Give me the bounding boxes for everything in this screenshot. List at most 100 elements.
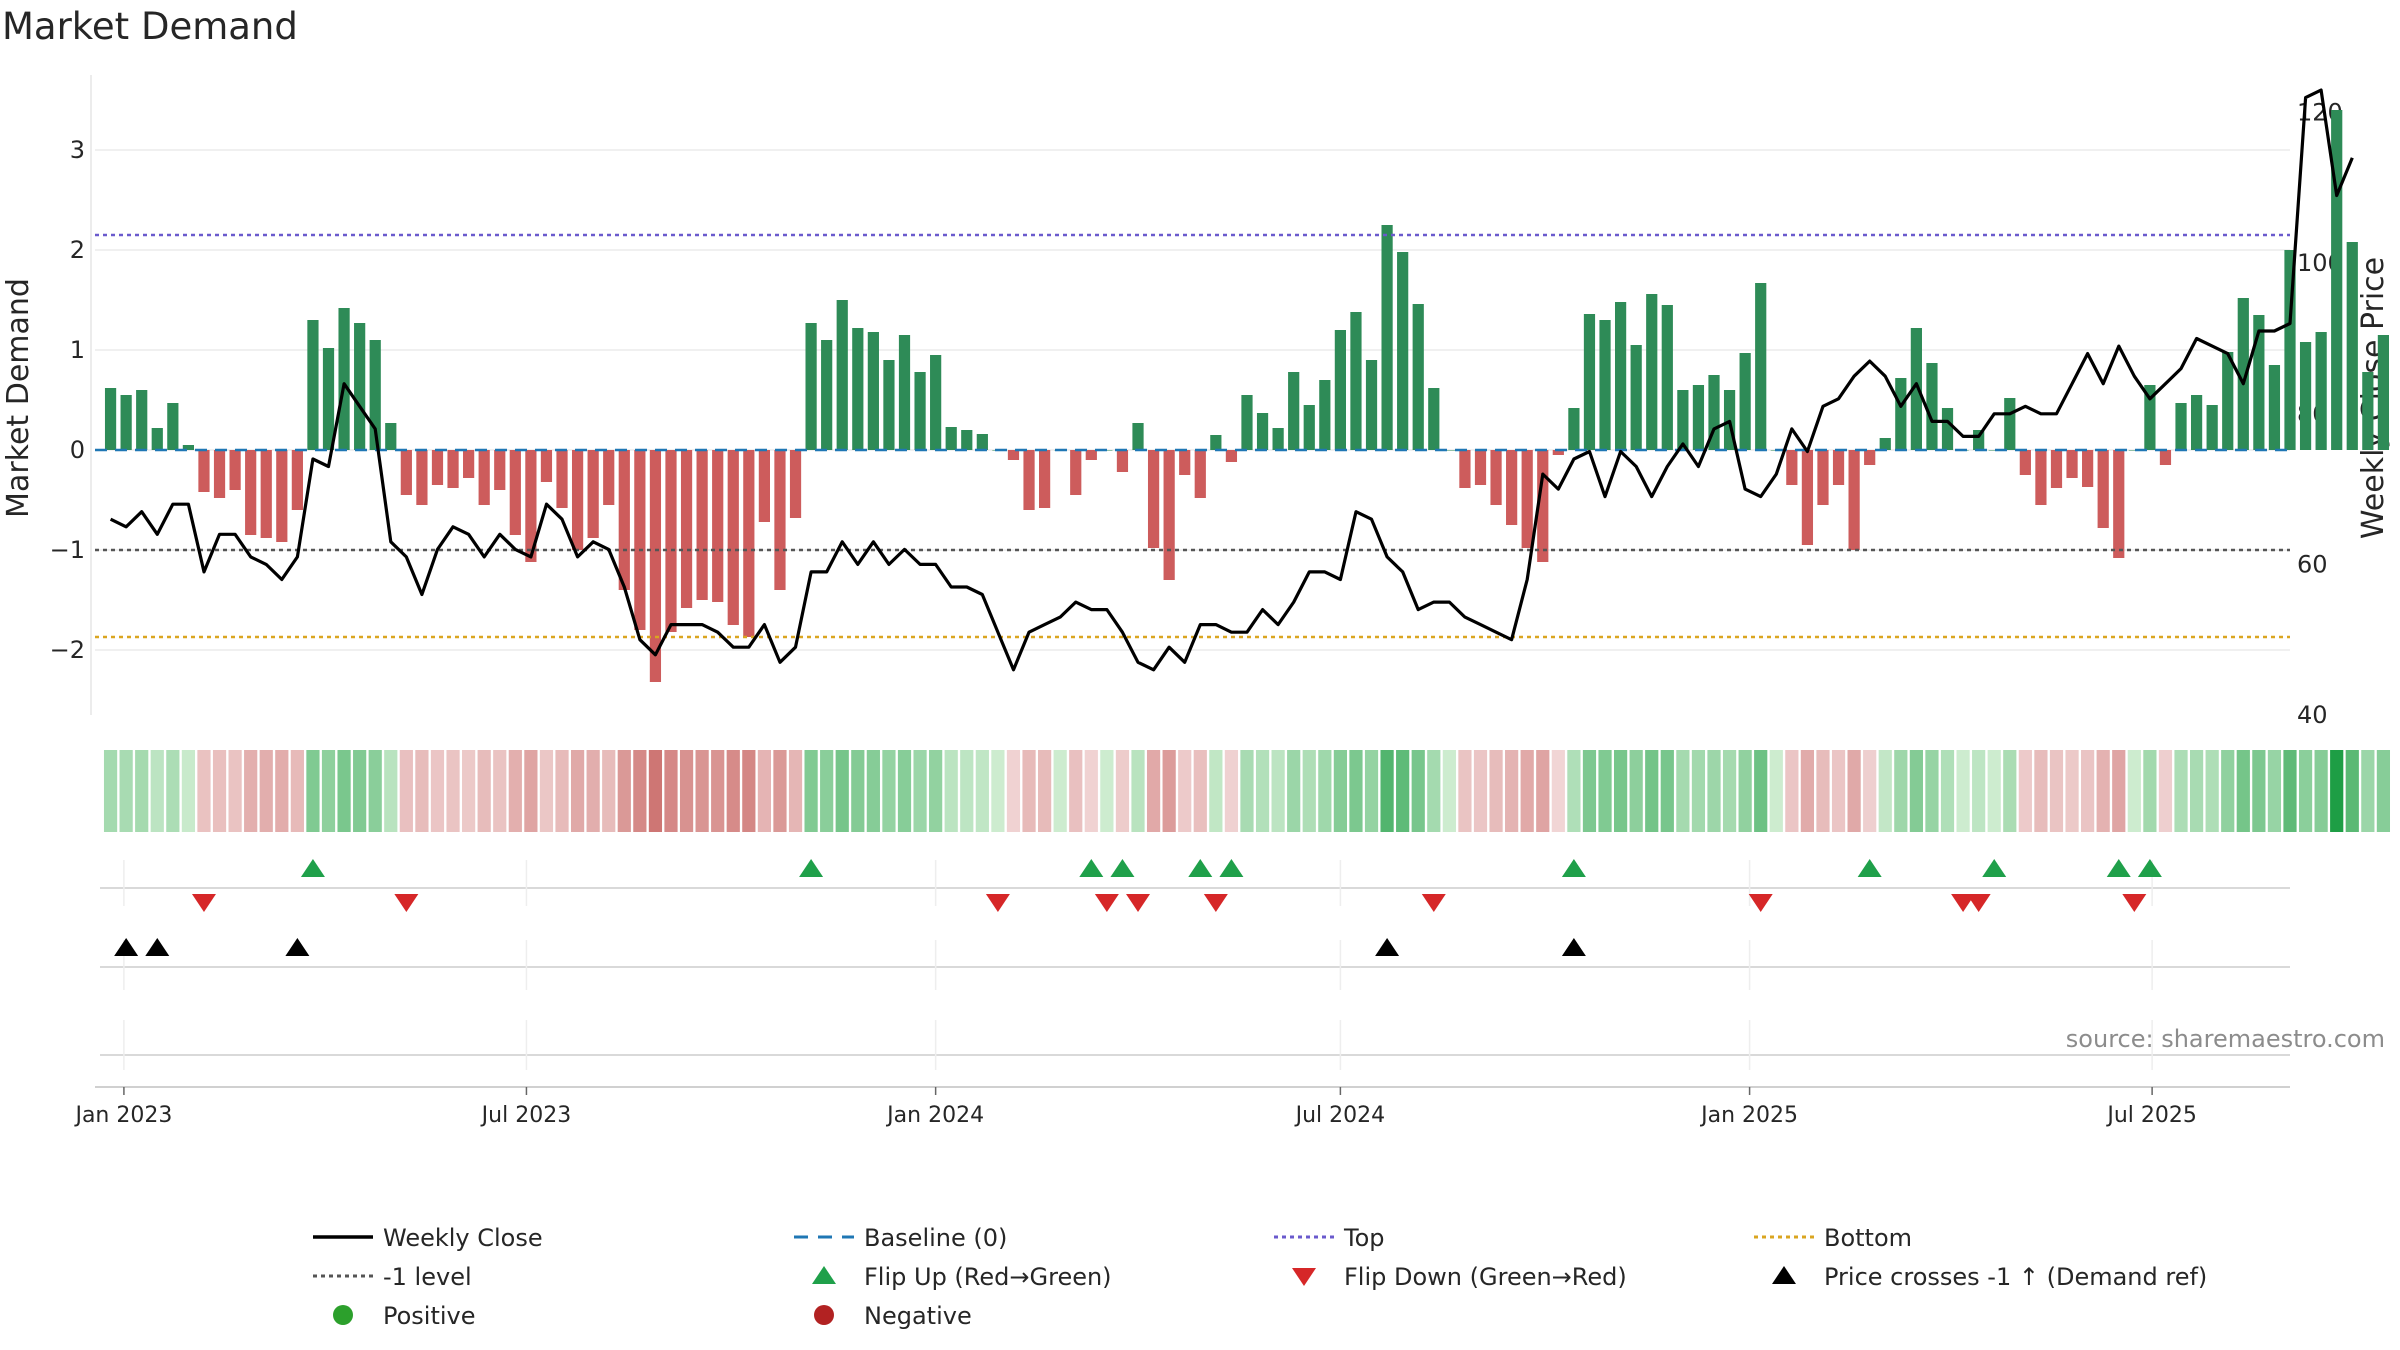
heat-strip-cell	[929, 750, 943, 832]
heat-strip-cell	[1691, 750, 1706, 832]
heat-strip-cell	[1738, 750, 1752, 832]
demand-bar	[883, 360, 895, 450]
heat-strip-cell	[477, 750, 491, 832]
demand-bar	[2315, 332, 2327, 450]
demand-bar	[743, 450, 755, 637]
heat-strip-cell	[493, 750, 507, 832]
heat-strip-cell	[788, 750, 803, 832]
heat-strip-cell	[602, 750, 616, 832]
demand-bar	[1490, 450, 1502, 505]
heat-strip-cell	[1411, 750, 1425, 832]
heat-strip-cell	[742, 750, 756, 832]
demand-bar	[1350, 312, 1362, 450]
demand-bar	[1926, 363, 1938, 450]
heat-strip-cell	[1458, 750, 1472, 832]
heat-strip-cell	[726, 750, 740, 832]
heat-strip-cell	[1115, 750, 1130, 832]
heat-strip-cell	[1645, 750, 1659, 832]
heat-strip-cell	[508, 750, 522, 832]
heat-strip-cell	[991, 750, 1005, 832]
heat-strip-cell	[944, 750, 958, 832]
heat-strip-cell	[539, 750, 554, 832]
demand-bar	[2159, 450, 2172, 465]
demand-bar	[852, 328, 864, 450]
heat-strip-cell	[1676, 750, 1690, 832]
demand-bar	[898, 335, 911, 450]
legend-negative-label: Negative	[864, 1302, 972, 1330]
heat-strip-cell	[1271, 750, 1285, 832]
y-left-tick-label: −1	[50, 536, 85, 564]
heat-strip-cell	[1131, 750, 1145, 832]
heat-strip-cell	[1349, 750, 1363, 832]
heat-strip-cell	[212, 750, 227, 832]
heat-strip-cell	[1800, 750, 1815, 832]
demand-bar	[431, 450, 444, 485]
demand-bar	[291, 450, 303, 510]
heat-strip-cell	[1333, 750, 1347, 832]
demand-bar	[2050, 450, 2063, 488]
heat-strip-cell	[2283, 750, 2297, 832]
heat-strip-cell	[415, 750, 429, 832]
heat-strip-cell	[1769, 750, 1783, 832]
demand-bar	[2237, 298, 2249, 450]
demand-bar	[1599, 320, 1611, 450]
heat-strip-cell	[2096, 750, 2110, 832]
heat-strip-cell	[2267, 750, 2282, 832]
demand-bar	[1210, 435, 1222, 450]
flip-down-marker	[1421, 894, 1446, 912]
demand-bar	[618, 450, 630, 590]
demand-bar	[400, 450, 412, 495]
demand-bar	[1973, 430, 1985, 450]
demand-bar	[1023, 450, 1035, 510]
demand-bar	[338, 308, 350, 450]
demand-bar	[1303, 405, 1315, 450]
demand-bar	[2253, 315, 2265, 450]
heat-strip-cell	[1473, 750, 1488, 832]
demand-bar	[136, 390, 148, 450]
heat-strip-cell	[1442, 750, 1456, 832]
heat-strip-cell	[773, 750, 787, 832]
demand-bar	[1225, 450, 1238, 462]
legend-weekly-close-label: Weekly Close	[383, 1224, 543, 1252]
demand-bar	[914, 372, 926, 450]
legend-bottom-label: Bottom	[1824, 1224, 1912, 1252]
heat-strip-cell	[1909, 750, 1923, 832]
demand-bar	[1537, 450, 1549, 562]
demand-bar	[2019, 450, 2031, 475]
heat-strip-cell	[259, 750, 273, 832]
heat-strip-cell	[119, 750, 133, 832]
heat-strip-cell	[1193, 750, 1207, 832]
demand-bar	[2066, 450, 2078, 478]
heat-strip-cell	[1505, 750, 1519, 832]
demand-bar	[758, 450, 771, 522]
flip-down-marker	[1126, 894, 1151, 912]
demand-bar	[1459, 450, 1471, 488]
heat-strip-cell	[1582, 750, 1597, 832]
demand-bar	[634, 450, 646, 630]
heat-strip-cell	[820, 750, 834, 832]
heat-strip-cell	[1785, 750, 1799, 832]
heat-strip-cell	[430, 750, 445, 832]
heat-strip-cell	[757, 750, 772, 832]
price-cross-marker	[114, 938, 139, 956]
price-cross-marker	[1561, 938, 1586, 956]
heat-strip-cell	[2143, 750, 2157, 832]
heat-strip-cell	[384, 750, 398, 832]
demand-bar	[104, 388, 117, 450]
legend-negative-swatch	[814, 1305, 834, 1325]
heat-strip-cell	[1754, 750, 1768, 832]
legend-minus1-label: -1 level	[383, 1263, 472, 1291]
demand-bar	[1319, 380, 1331, 450]
demand-bar	[1256, 413, 1269, 450]
x-tick-label: Jul 2025	[2105, 1103, 2197, 1128]
x-tick-label: Jan 2025	[1699, 1103, 1798, 1128]
heat-strip-cell	[711, 750, 725, 832]
heat-strip-cell	[1831, 750, 1846, 832]
demand-bar	[307, 320, 319, 450]
flip-up-marker	[1219, 859, 1244, 877]
heat-strip-cell	[1364, 750, 1379, 832]
heat-strip-cell	[633, 750, 647, 832]
price-cross-marker	[145, 938, 170, 956]
demand-bar	[2284, 250, 2296, 450]
demand-bar	[1864, 450, 1876, 465]
